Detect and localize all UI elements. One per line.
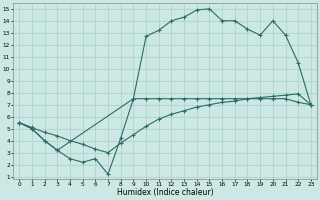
X-axis label: Humidex (Indice chaleur): Humidex (Indice chaleur) bbox=[117, 188, 213, 197]
